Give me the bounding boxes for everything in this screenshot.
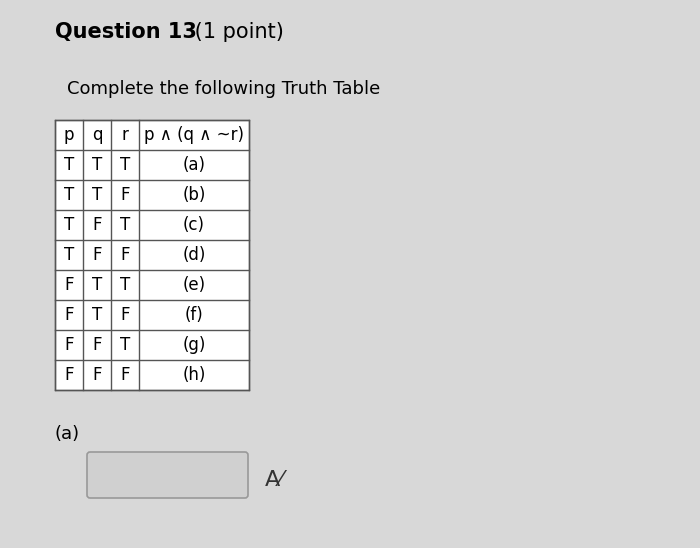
Text: (g): (g): [182, 336, 206, 354]
Text: T: T: [92, 156, 102, 174]
Text: T: T: [64, 156, 74, 174]
Text: T: T: [64, 246, 74, 264]
Text: (a): (a): [55, 425, 80, 443]
Text: r: r: [122, 126, 128, 144]
Text: (h): (h): [182, 366, 206, 384]
Text: T: T: [120, 216, 130, 234]
Text: (a): (a): [183, 156, 206, 174]
Text: T: T: [120, 276, 130, 294]
Text: p ∧ (q ∧ ~r): p ∧ (q ∧ ~r): [144, 126, 244, 144]
Text: (d): (d): [182, 246, 206, 264]
Text: F: F: [120, 366, 130, 384]
Text: F: F: [92, 336, 102, 354]
Text: (e): (e): [183, 276, 206, 294]
Text: T: T: [64, 186, 74, 204]
Text: Question 13: Question 13: [55, 22, 197, 42]
Text: F: F: [92, 246, 102, 264]
Text: (c): (c): [183, 216, 205, 234]
Bar: [55, 120, 249, 390]
Text: (1 point): (1 point): [188, 22, 284, 42]
Text: T: T: [120, 336, 130, 354]
Text: T: T: [64, 216, 74, 234]
Text: q: q: [92, 126, 102, 144]
Text: F: F: [92, 216, 102, 234]
Text: F: F: [120, 306, 130, 324]
Text: T: T: [92, 306, 102, 324]
Text: F: F: [92, 366, 102, 384]
Text: T: T: [92, 276, 102, 294]
Text: Complete the following Truth Table: Complete the following Truth Table: [67, 80, 380, 98]
Text: A⁄: A⁄: [265, 470, 284, 490]
Text: F: F: [64, 306, 74, 324]
Text: T: T: [92, 186, 102, 204]
Text: F: F: [64, 276, 74, 294]
Text: (f): (f): [185, 306, 204, 324]
Text: F: F: [120, 246, 130, 264]
Text: F: F: [64, 366, 74, 384]
Text: p: p: [64, 126, 74, 144]
Text: F: F: [120, 186, 130, 204]
Text: T: T: [120, 156, 130, 174]
Text: (b): (b): [182, 186, 206, 204]
FancyBboxPatch shape: [87, 452, 248, 498]
Text: F: F: [64, 336, 74, 354]
